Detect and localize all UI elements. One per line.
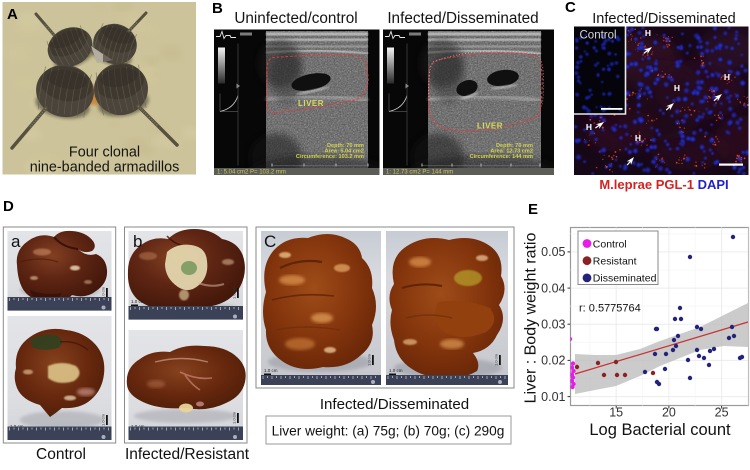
svg-text:0.01: 0.01: [541, 390, 565, 404]
svg-text:M.leprae PGL-1 DAPI: M.leprae PGL-1 DAPI: [599, 177, 728, 192]
svg-text:1.0 cm: 1.0 cm: [101, 286, 106, 299]
svg-text:Circumference: 144 mm: Circumference: 144 mm: [470, 154, 533, 160]
svg-text:Infected/Disseminated: Infected/Disseminated: [592, 11, 735, 27]
svg-text:Area: 12.73 cm2: Area: 12.73 cm2: [490, 148, 533, 154]
svg-text:Depth: 70 mm: Depth: 70 mm: [496, 143, 533, 149]
svg-text:0.02: 0.02: [541, 354, 565, 368]
svg-text:1.0 cm: 1.0 cm: [131, 299, 145, 304]
svg-text:a: a: [11, 232, 21, 251]
svg-text:25: 25: [715, 406, 729, 420]
svg-text:1.0 cm: 1.0 cm: [232, 411, 237, 424]
svg-text:H: H: [674, 83, 680, 93]
svg-text:H: H: [635, 133, 641, 143]
svg-text:Log Bacterial count: Log Bacterial count: [589, 421, 731, 439]
svg-text:H: H: [645, 28, 651, 38]
svg-text:nine-banded armadillos: nine-banded armadillos: [30, 160, 180, 176]
svg-text:0.03: 0.03: [541, 318, 565, 332]
svg-text:r: 0.5775764: r: 0.5775764: [579, 303, 641, 315]
svg-text:E: E: [528, 201, 538, 218]
svg-text:1: 5.04 cm2 P= 103.2 mm: 1: 5.04 cm2 P= 103.2 mm: [217, 170, 286, 176]
svg-text:Circumference: 103.2 mm: Circumference: 103.2 mm: [296, 154, 364, 160]
svg-text:A: A: [7, 6, 18, 23]
svg-text:0.04: 0.04: [541, 281, 565, 295]
svg-text:Control: Control: [580, 30, 617, 42]
svg-text:1: 12.73 cm2 P= 144 mm: 1: 12.73 cm2 P= 144 mm: [386, 170, 453, 176]
svg-text:Control: Control: [593, 238, 627, 250]
svg-text:20: 20: [662, 406, 676, 420]
svg-text:Infected/Resistant: Infected/Resistant: [125, 446, 250, 463]
svg-text:Liver : Body weight ratio: Liver : Body weight ratio: [523, 233, 540, 404]
svg-text:1.0 cm: 1.0 cm: [389, 368, 403, 373]
svg-text:Disseminated: Disseminated: [593, 273, 657, 285]
svg-text:Four clonal: Four clonal: [69, 145, 140, 161]
svg-text:C: C: [565, 0, 576, 16]
svg-text:15: 15: [609, 406, 623, 420]
svg-text:Control: Control: [36, 446, 86, 463]
svg-text:C: C: [264, 232, 276, 251]
svg-text:0.05: 0.05: [541, 245, 565, 259]
svg-text:Area: 5.04 cm2: Area: 5.04 cm2: [325, 148, 365, 154]
svg-text:Infected/Disseminated: Infected/Disseminated: [387, 10, 538, 27]
svg-text:b: b: [133, 232, 142, 251]
svg-text:Uninfected/control: Uninfected/control: [234, 10, 357, 27]
svg-text:1.0 cm: 1.0 cm: [101, 413, 106, 426]
svg-text:LIVER: LIVER: [477, 121, 503, 130]
svg-text:Infected/Disseminated: Infected/Disseminated: [320, 396, 469, 413]
svg-text:1.0 cm: 1.0 cm: [494, 353, 499, 366]
svg-text:D: D: [3, 198, 14, 215]
svg-text:1.0 cm: 1.0 cm: [232, 286, 237, 299]
svg-text:Depth: 70 mm: Depth: 70 mm: [327, 143, 364, 149]
svg-text:Resistant: Resistant: [593, 256, 637, 268]
svg-text:1.0 cm: 1.0 cm: [367, 353, 372, 366]
svg-text:H: H: [586, 122, 592, 132]
svg-text:B: B: [212, 0, 223, 17]
svg-text:Liver weight: (a) 75g; (b) 70g: Liver weight: (a) 75g; (b) 70g; (c) 290g: [272, 424, 505, 439]
svg-text:LIVER: LIVER: [298, 99, 324, 108]
svg-text:H: H: [724, 72, 730, 82]
svg-text:1.0 cm: 1.0 cm: [264, 368, 278, 373]
